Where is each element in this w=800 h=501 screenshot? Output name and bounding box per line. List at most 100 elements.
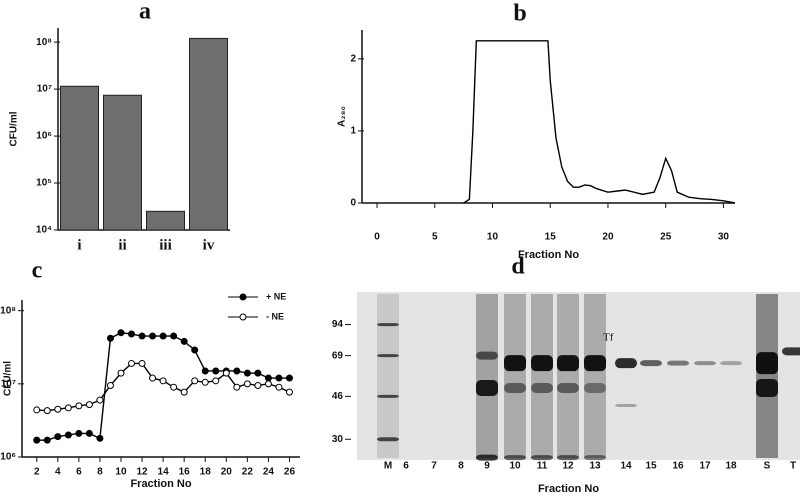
gel-background xyxy=(357,292,800,460)
data-point xyxy=(106,334,114,342)
lane-label: 16 xyxy=(672,461,684,472)
y-tick-label: 94 xyxy=(332,319,344,330)
lane-label: 11 xyxy=(537,461,548,472)
gel-band xyxy=(531,382,553,393)
data-point xyxy=(138,332,146,340)
lane-label: 14 xyxy=(620,461,632,472)
x-tick-label: i xyxy=(77,237,81,253)
gel-smear xyxy=(377,294,399,458)
gel-band xyxy=(377,323,399,327)
x-tick-label: 20 xyxy=(221,467,233,478)
data-point xyxy=(64,404,72,412)
gel-band xyxy=(756,352,778,375)
x-tick-label: 4 xyxy=(55,467,61,478)
bar xyxy=(189,37,228,231)
data-point xyxy=(138,359,146,367)
x-tick-label: 10 xyxy=(115,467,127,478)
y-tick-label: 69 xyxy=(332,350,344,361)
legend-label: - NE xyxy=(266,311,284,321)
y-tick-label: 2 xyxy=(350,53,356,64)
x-tick-label: 6 xyxy=(76,467,82,478)
gel-smear xyxy=(476,294,498,458)
data-point xyxy=(264,374,272,382)
x-axis-title: Fraction No xyxy=(518,249,579,261)
lane-label: 13 xyxy=(589,461,601,472)
y-tick-label: 10⁸ xyxy=(0,305,16,316)
data-point xyxy=(75,429,83,437)
bar xyxy=(60,85,99,231)
data-point xyxy=(33,436,41,444)
data-point xyxy=(243,369,251,377)
data-point xyxy=(85,429,93,437)
gel-smear xyxy=(504,294,526,458)
x-tick-label: 22 xyxy=(242,467,254,478)
data-point xyxy=(264,380,272,388)
x-tick-label: iii xyxy=(159,237,172,253)
lane-label: 9 xyxy=(484,461,490,472)
lane-label: 17 xyxy=(699,461,711,472)
y-tick-label: 0 xyxy=(350,198,356,209)
legend-marker xyxy=(239,293,247,301)
legend-label: + NE xyxy=(266,291,286,301)
gel-band xyxy=(557,382,579,393)
y-tick-label: 46 xyxy=(332,391,344,402)
data-point xyxy=(243,380,251,388)
panel-label: a xyxy=(139,0,151,25)
data-point xyxy=(117,329,125,337)
gel-band xyxy=(640,360,662,367)
gel-band xyxy=(377,394,399,398)
data-point xyxy=(128,330,136,338)
data-point xyxy=(201,367,209,375)
data-point xyxy=(222,369,230,377)
panel-label: b xyxy=(513,1,526,27)
data-point xyxy=(96,434,104,442)
data-point xyxy=(54,433,62,441)
y-tick-label: 30 xyxy=(332,434,344,445)
data-point xyxy=(149,332,157,340)
lane-label: 12 xyxy=(562,461,574,472)
data-point xyxy=(285,388,293,396)
gel-band xyxy=(615,403,637,407)
x-tick-label: 5 xyxy=(432,232,438,243)
data-line xyxy=(36,362,290,412)
lane-label: 15 xyxy=(645,461,657,472)
data-point xyxy=(254,381,262,389)
lane-label: 7 xyxy=(431,461,437,472)
data-point xyxy=(106,381,114,389)
data-point xyxy=(117,369,125,377)
gel-band xyxy=(720,361,742,366)
y-tick-label: 10⁶ xyxy=(0,452,16,463)
x-tick-label: 24 xyxy=(263,467,275,478)
panel-label: c xyxy=(32,258,43,284)
y-tick-label: 10⁴ xyxy=(36,225,52,236)
gel-band xyxy=(557,455,579,461)
data-point xyxy=(233,367,241,375)
gel-band xyxy=(476,379,498,396)
y-axis-title: CFU/ml xyxy=(3,361,14,396)
bar xyxy=(146,210,185,231)
data-point xyxy=(149,374,157,382)
x-tick-label: 25 xyxy=(660,232,672,243)
y-axis-title: CFU/ml xyxy=(9,111,20,146)
gel-band xyxy=(476,454,498,461)
bar xyxy=(103,94,142,231)
lane-label: 8 xyxy=(458,461,464,472)
lane-label: 18 xyxy=(725,461,737,472)
data-point xyxy=(285,374,293,382)
data-point xyxy=(159,332,167,340)
gel-smear xyxy=(557,294,579,458)
x-tick-label: 26 xyxy=(284,467,296,478)
y-tick-label: 10⁸ xyxy=(36,37,52,48)
data-point xyxy=(191,346,199,354)
y-tick-label: 10⁶ xyxy=(36,131,52,142)
gel-band xyxy=(377,354,399,358)
gel-band xyxy=(667,360,689,366)
gel-band xyxy=(531,455,553,461)
gel-band xyxy=(756,378,778,397)
y-tick-label: 1 xyxy=(350,126,356,137)
lane-label: 6 xyxy=(403,461,409,472)
data-point xyxy=(43,436,51,444)
x-tick-label: 2 xyxy=(34,467,40,478)
data-point xyxy=(128,359,136,367)
y-tick-label: 10⁷ xyxy=(37,84,52,95)
